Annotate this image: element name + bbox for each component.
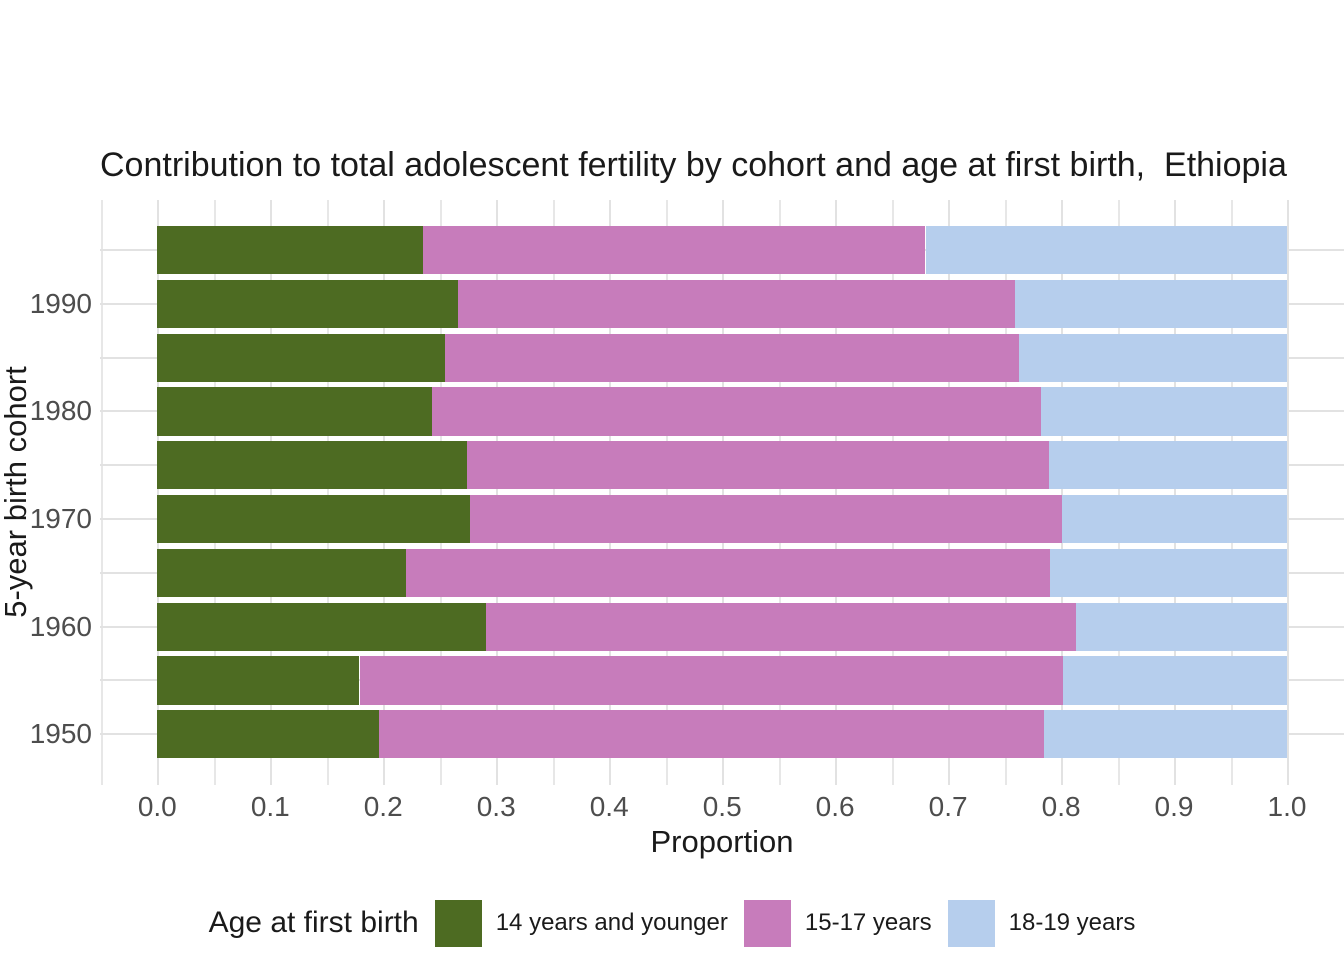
- y-axis-title: 5-year birth cohort: [0, 366, 33, 618]
- bar-segment: [422, 225, 926, 275]
- x-tick-label: 0.4: [589, 791, 629, 822]
- plot-panel: [100, 200, 1344, 785]
- bar-segment: [405, 548, 1050, 597]
- gridline-v: [213, 200, 216, 785]
- bar-segment: [1044, 710, 1287, 759]
- legend-title: Age at first birth: [208, 906, 419, 939]
- x-tick-label: 0.7: [928, 791, 968, 822]
- x-tick-label: 0.1: [250, 791, 290, 822]
- x-tick-label: 0.6: [815, 791, 855, 822]
- gridline-v: [1004, 200, 1007, 785]
- x-axis-title: Proportion: [650, 824, 794, 859]
- bar-segment: [431, 387, 1041, 436]
- bar-segment: [1014, 279, 1287, 328]
- gridline-v: [439, 200, 442, 785]
- y-tick-label: 1980: [29, 395, 92, 427]
- legend-item: 14 years and younger: [434, 899, 728, 947]
- legend-swatch: [434, 899, 482, 947]
- gridline-v: [496, 200, 499, 785]
- legend-swatch: [743, 899, 791, 947]
- legend: Age at first birth 14 years and younger 1…: [0, 899, 1344, 947]
- y-tick-label: 1970: [29, 503, 92, 534]
- bar-segment: [1062, 494, 1287, 544]
- gridline-v: [835, 200, 838, 785]
- bar-segment: [157, 333, 446, 382]
- bar-segment: [157, 710, 379, 759]
- gridline-v: [552, 200, 555, 785]
- bar-segment: [157, 279, 458, 328]
- x-tick-label: 0.0: [137, 791, 177, 822]
- bar-segment: [157, 494, 471, 544]
- gridline-v: [157, 200, 160, 785]
- x-tick-label: 0.9: [1154, 791, 1194, 822]
- bar-segment: [157, 225, 423, 275]
- gridline-v: [270, 200, 273, 785]
- x-tick-label: 0.3: [476, 791, 516, 822]
- legend-swatch: [947, 899, 995, 947]
- gridline-v: [891, 200, 894, 785]
- y-tick-label: 1950: [29, 718, 92, 750]
- bar-segment: [157, 441, 467, 490]
- gridline-v: [1287, 200, 1289, 785]
- bar-segment: [1048, 441, 1287, 490]
- gridline-v: [722, 200, 725, 785]
- bar-segment: [1019, 333, 1287, 382]
- gridline-v: [1230, 200, 1233, 785]
- bar-segment: [925, 225, 1287, 275]
- bar-segment: [359, 656, 1064, 705]
- gridline-v: [665, 200, 668, 785]
- legend-item: 18-19 years: [947, 899, 1136, 947]
- bar-segment: [1040, 387, 1287, 436]
- gridline-v: [100, 200, 103, 785]
- gridline-v: [778, 200, 781, 785]
- gridline-v: [326, 200, 329, 785]
- bar-segment: [378, 710, 1045, 759]
- x-tick-label: 0.5: [702, 791, 742, 822]
- bar-segment: [157, 602, 486, 651]
- gridline-v: [1117, 200, 1120, 785]
- y-tick-label: 1960: [29, 610, 92, 642]
- bar-segment: [1049, 548, 1287, 597]
- legend-item-label: 18-19 years: [1008, 909, 1136, 936]
- gridline-v: [383, 200, 386, 785]
- bar-segment: [466, 441, 1049, 490]
- bar-segment: [445, 333, 1020, 382]
- x-tick-label: 0.2: [363, 791, 403, 822]
- x-tick-label: 1.0: [1267, 791, 1307, 822]
- chart-title: Contribution to total adolescent fertili…: [100, 146, 1287, 184]
- gridline-v: [1174, 200, 1176, 785]
- gridline-v: [1061, 200, 1064, 785]
- bar-segment: [157, 548, 406, 597]
- bar-segment: [486, 602, 1076, 651]
- bar-segment: [457, 279, 1015, 328]
- legend-item: 15-17 years: [743, 899, 932, 947]
- bar-segment: [157, 387, 432, 436]
- bar-segment: [470, 494, 1063, 544]
- gridline-v: [609, 200, 612, 785]
- bar-segment: [157, 656, 360, 705]
- y-tick-label: 1990: [29, 287, 92, 319]
- bar-segment: [1063, 656, 1287, 705]
- legend-item-label: 15-17 years: [804, 909, 932, 936]
- bar-segment: [1075, 602, 1287, 651]
- x-tick-label: 0.8: [1041, 791, 1081, 822]
- legend-item-label: 14 years and younger: [495, 909, 728, 936]
- gridline-v: [948, 200, 951, 785]
